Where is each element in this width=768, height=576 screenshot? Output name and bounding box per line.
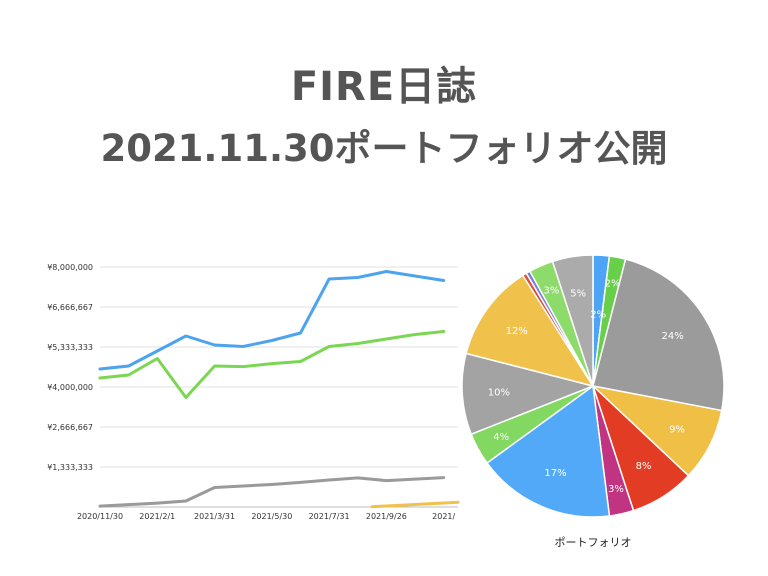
x-tick-label: 2021/2/1 bbox=[139, 512, 175, 521]
y-tick-label: ¥6,666,667 bbox=[47, 303, 93, 312]
pie-slice-label: 24% bbox=[661, 331, 683, 342]
pie-slice-label: 3% bbox=[608, 484, 624, 495]
pie-slice-label: 10% bbox=[488, 387, 510, 398]
series-line-1 bbox=[98, 270, 446, 371]
x-tick-label: 2021/5/30 bbox=[251, 512, 292, 521]
series-line-2 bbox=[98, 330, 446, 399]
pie-chart: 2% 24% 9% 8% 3% 17% 4% 10% 12% 3% 5% 2% ポートフォリオ bbox=[461, 254, 725, 549]
y-tick-label: ¥4,000,000 bbox=[47, 383, 93, 392]
x-tick-label: 2021/9/26 bbox=[366, 512, 407, 521]
y-tick-label: ¥5,333,333 bbox=[47, 343, 93, 352]
line-chart: ¥1,333,333 ¥2,666,667 ¥4,000,000 ¥5,333,333… bbox=[47, 263, 460, 521]
pie-slice-label: 8% bbox=[636, 461, 652, 472]
page-subtitle: 2021.11.30ポートフォリオ公開 bbox=[100, 127, 668, 170]
pie-slice-label: 2% bbox=[590, 310, 606, 321]
x-tick-label: 2020/11/30 bbox=[77, 512, 123, 521]
pie-slice-label: 12% bbox=[506, 326, 528, 337]
pie-slice-label: 3% bbox=[543, 285, 559, 296]
pie-slice-label: 9% bbox=[669, 424, 685, 435]
title-block: FIRE日誌 2021.11.30ポートフォリオ公開 bbox=[0, 58, 768, 178]
page-title: FIRE日誌 bbox=[290, 64, 478, 110]
x-tick-label: 2021/ bbox=[432, 512, 455, 521]
y-tick-label: ¥1,333,333 bbox=[47, 463, 93, 472]
pie-slice bbox=[551, 254, 594, 387]
pie-slice bbox=[461, 352, 596, 436]
x-tick-label: 2021/3/31 bbox=[194, 512, 235, 521]
y-tick-label: ¥2,666,667 bbox=[47, 423, 93, 432]
pie-title: ポートフォリオ bbox=[555, 536, 632, 549]
pie-slice-label: 17% bbox=[544, 468, 566, 479]
series-line-3 bbox=[98, 476, 446, 508]
pie-slice-label: 2% bbox=[605, 279, 621, 290]
pie-slice bbox=[592, 258, 725, 412]
pie-slice-label: 5% bbox=[570, 288, 586, 299]
pie-slice bbox=[465, 274, 595, 388]
y-tick-label: ¥8,000,000 bbox=[47, 263, 93, 272]
x-tick-label: 2021/7/31 bbox=[309, 512, 350, 521]
pie-slice bbox=[485, 384, 611, 518]
series-line-4 bbox=[370, 500, 460, 509]
pie-slice-label: 4% bbox=[493, 432, 509, 443]
